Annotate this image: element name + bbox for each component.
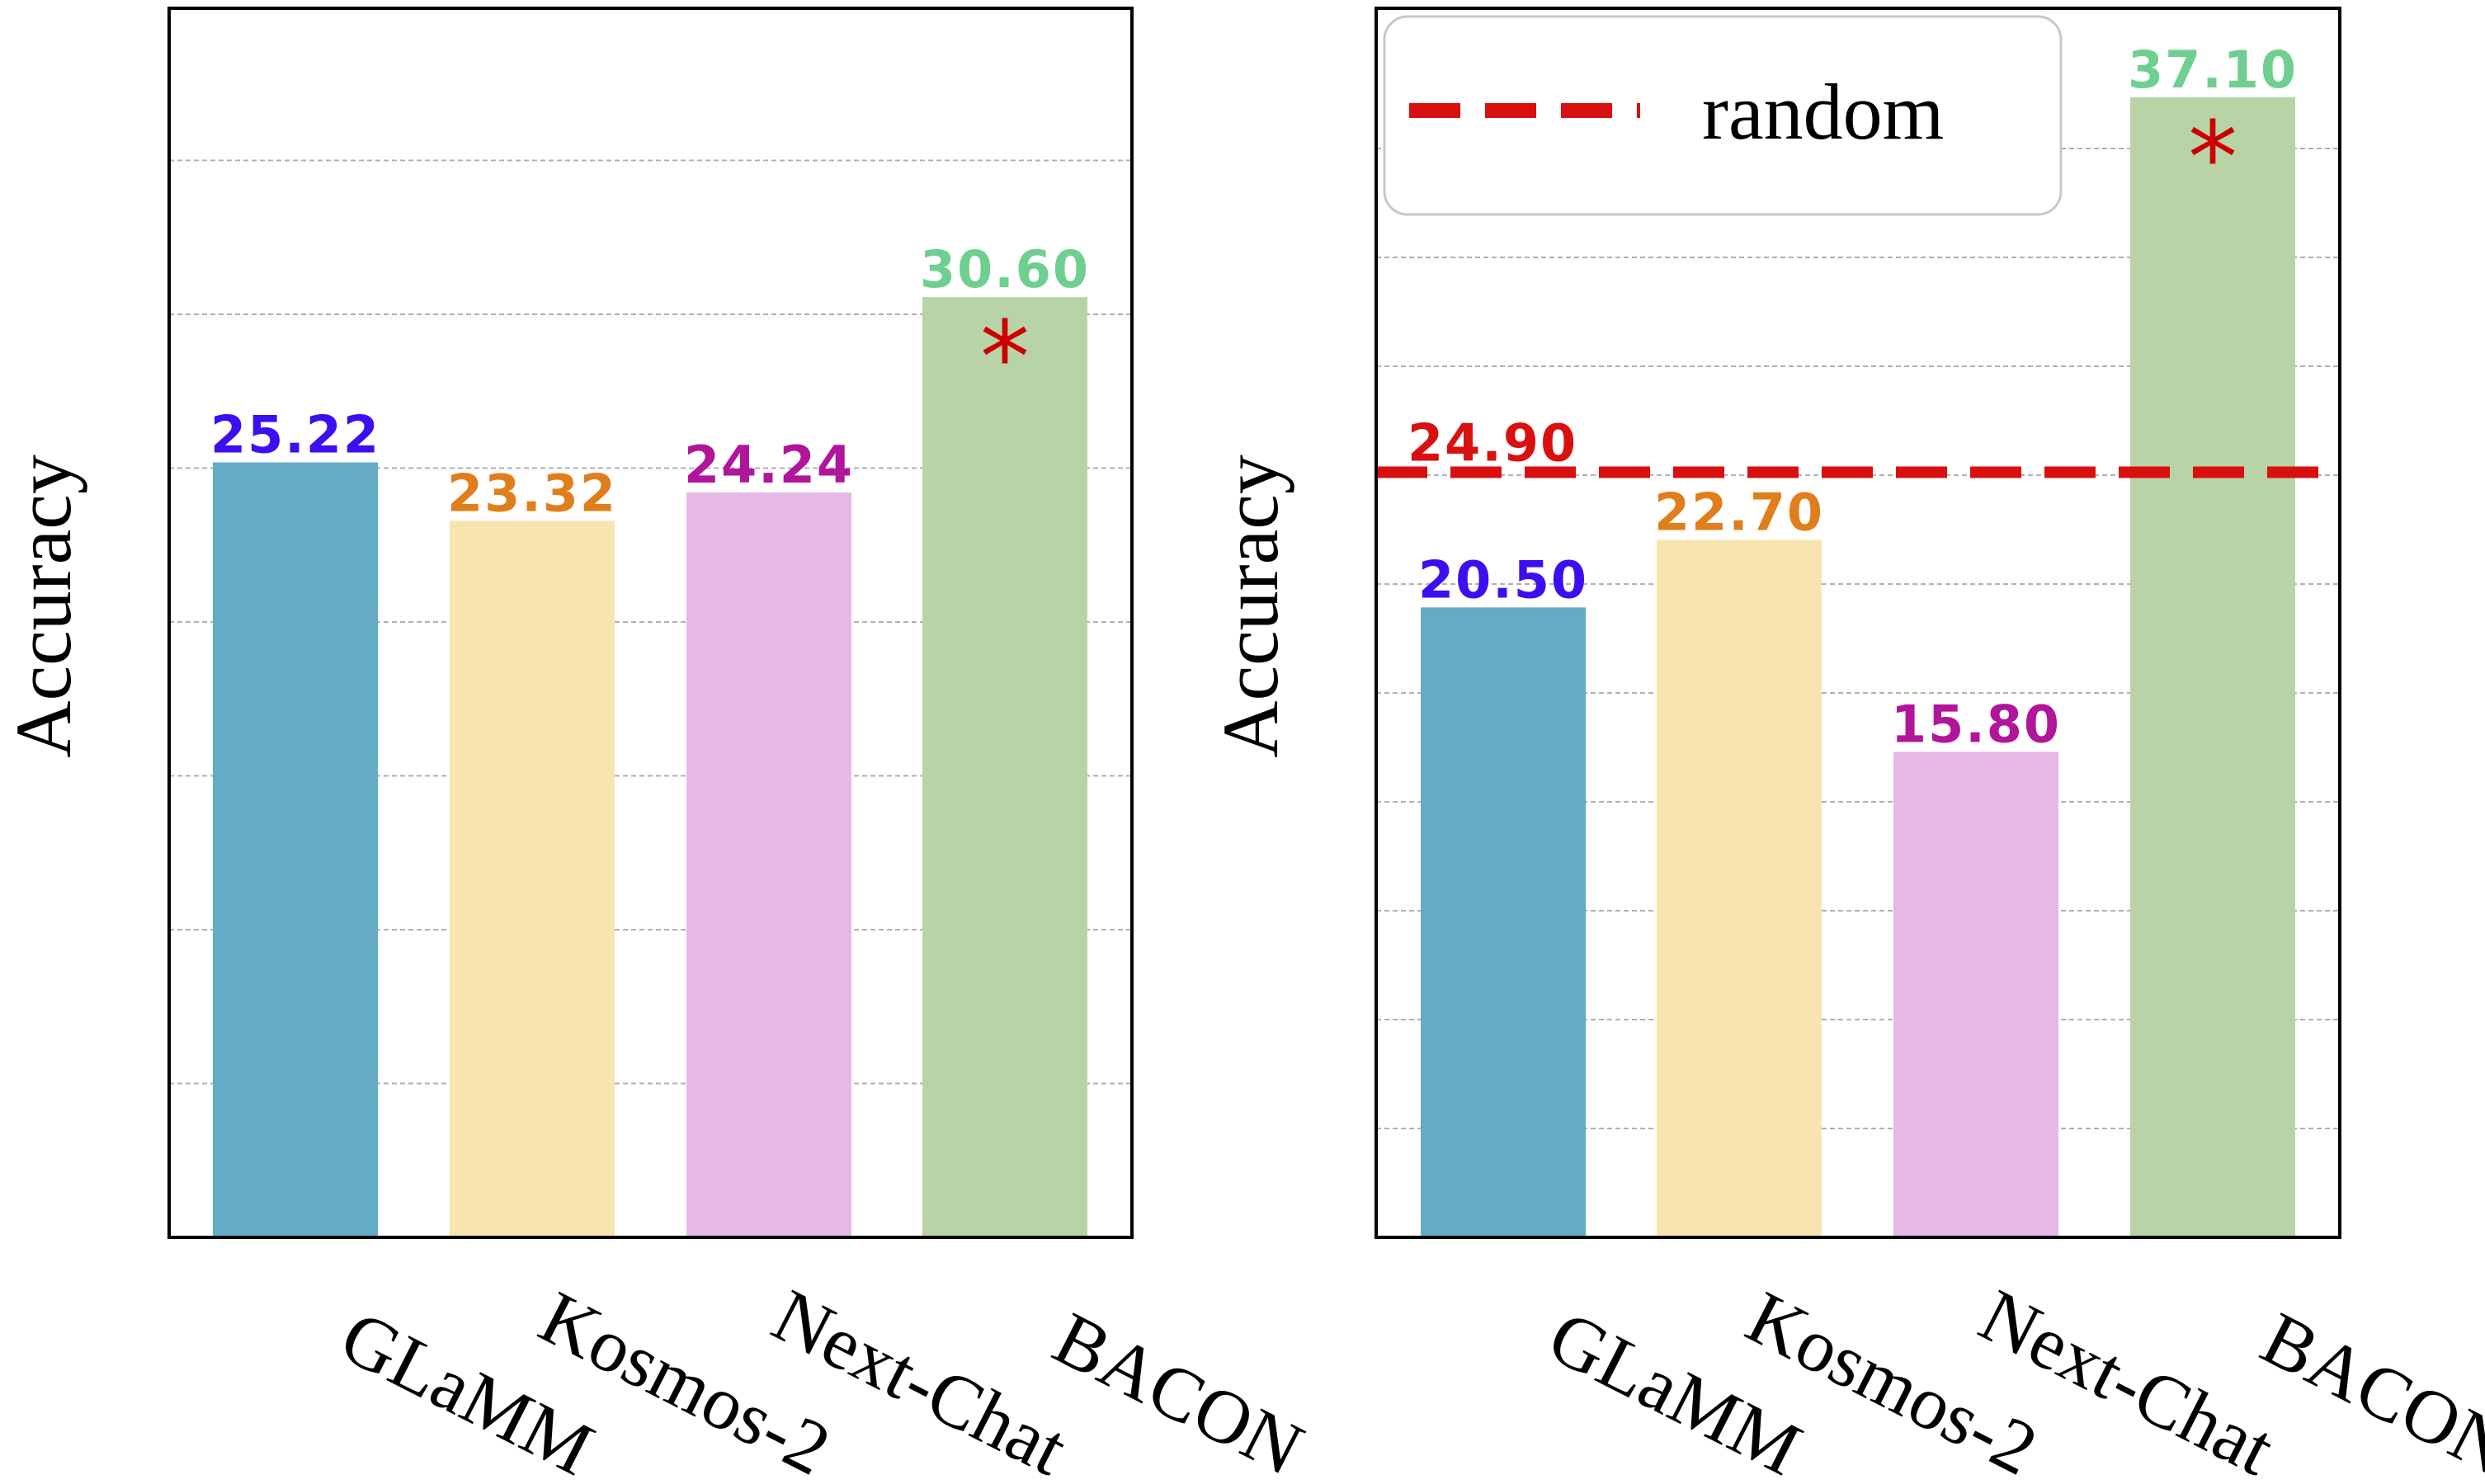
value-label: 20.50 — [1418, 549, 1588, 610]
y-axis-label: Accuracy — [0, 455, 87, 758]
value-label: 25.22 — [210, 405, 380, 465]
legend-label: random — [1702, 68, 1944, 156]
value-label: 24.24 — [684, 435, 854, 495]
legend-box — [1383, 15, 2063, 216]
bar-kosmos-2 — [450, 521, 615, 1237]
value-label: 15.80 — [1891, 694, 2061, 754]
bar-next-chat — [1893, 751, 2058, 1237]
bar-next-chat — [686, 492, 851, 1237]
highlight-star-icon: * — [980, 301, 1030, 416]
legend: random — [1383, 15, 2063, 216]
x-tick-label: BACON — [1041, 1296, 1316, 1484]
bar-bacon — [2130, 97, 2295, 1237]
bar-glamm — [1421, 607, 1586, 1237]
y-axis-label: Accuracy — [1206, 455, 1294, 758]
value-label: 22.70 — [1654, 482, 1824, 542]
bar-kosmos-2 — [1657, 539, 1822, 1237]
value-label: 30.60 — [920, 239, 1090, 299]
plot-frame — [167, 7, 1134, 1239]
plot-frame — [1375, 7, 2341, 1239]
random-value-label: 24.90 — [1408, 412, 1577, 473]
bar-bacon — [922, 297, 1087, 1237]
value-label: 37.10 — [2128, 40, 2298, 100]
bar-glamm — [213, 462, 378, 1237]
x-tick-label: BACON — [2249, 1296, 2485, 1484]
chart-panel-2: 20.5022.7015.8037.10*24.90AccuracyGLaMMK… — [1206, 7, 2485, 1484]
value-label: 23.32 — [447, 463, 617, 523]
highlight-star-icon: * — [2188, 101, 2237, 216]
